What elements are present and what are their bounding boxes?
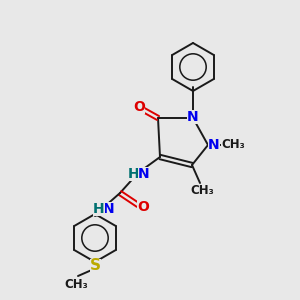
- Text: H: H: [93, 202, 105, 216]
- Text: N: N: [138, 167, 150, 181]
- Text: O: O: [137, 200, 149, 214]
- Text: N: N: [187, 110, 199, 124]
- Text: CH₃: CH₃: [221, 139, 245, 152]
- Text: N: N: [103, 202, 115, 216]
- Text: H: H: [128, 167, 140, 181]
- Text: S: S: [89, 259, 100, 274]
- Text: N: N: [208, 138, 220, 152]
- Text: CH₃: CH₃: [190, 184, 214, 197]
- Text: O: O: [133, 100, 145, 114]
- Text: CH₃: CH₃: [64, 278, 88, 292]
